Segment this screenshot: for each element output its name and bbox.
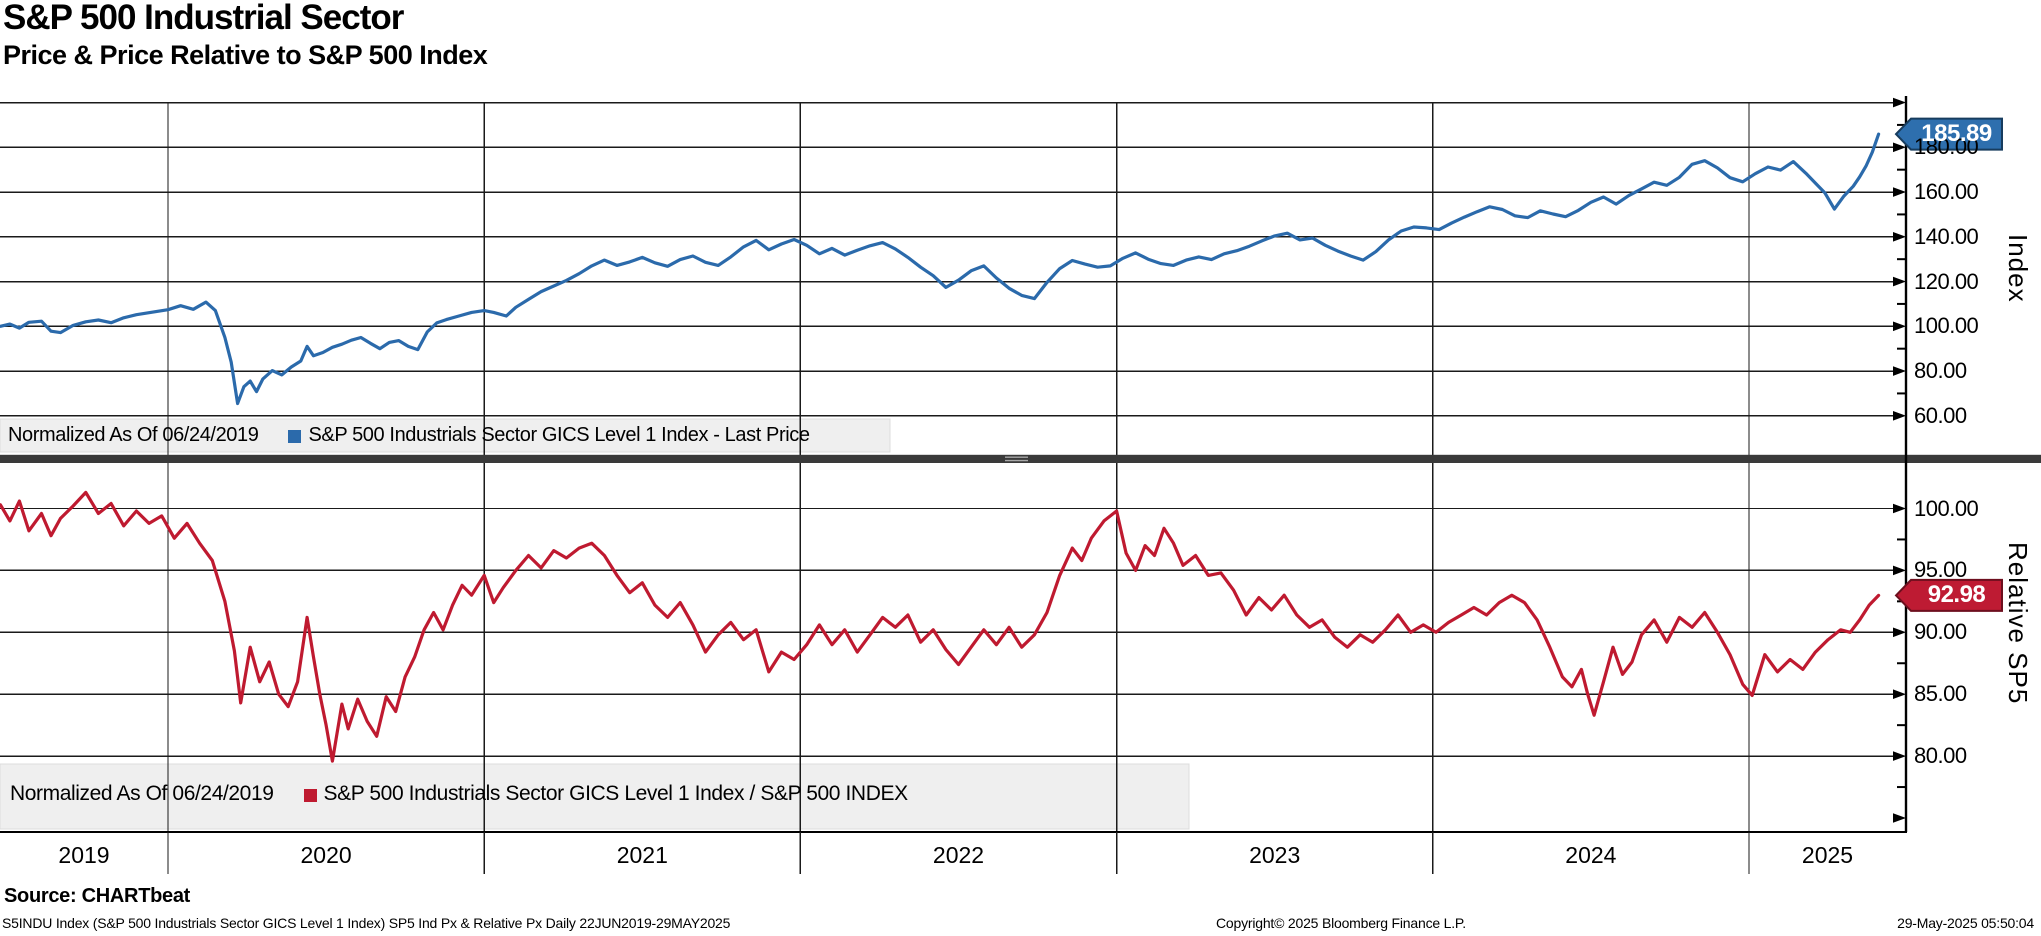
y-tick-label: 100.00 <box>1914 313 1979 339</box>
y-tick-label: 80.00 <box>1914 743 1967 769</box>
page-subtitle: Price & Price Relative to S&P 500 Index <box>3 40 488 70</box>
tick-arrow-icon <box>1893 411 1906 421</box>
x-axis-year-label: 2025 <box>1801 842 1854 868</box>
legend-index: Normalized As Of 06/24/2019 S&P 500 Indu… <box>8 419 888 452</box>
tick-arrow-icon <box>1893 142 1906 153</box>
tick-arrow-icon <box>1893 751 1906 761</box>
disclaimer-text: S5INDU Index (S&P 500 Industrials Sector… <box>2 915 731 931</box>
y-tick-label: 95.00 <box>1914 557 1967 583</box>
y-tick-label: 180.00 <box>1914 134 1979 160</box>
tick-arrow-icon <box>1893 627 1906 638</box>
tick-arrow-icon <box>1893 232 1906 242</box>
y-tick-label: 60.00 <box>1914 402 1967 428</box>
last-price-badge-index-price <box>1894 117 2003 151</box>
y-tick-label: 100.00 <box>1914 495 1979 521</box>
page-title: S&P 500 Industrial Sector <box>3 0 404 37</box>
price-line-relative-price <box>0 490 1881 763</box>
y-tick-label: 90.00 <box>1914 619 1967 645</box>
source-line: Source: CHARTbeat <box>4 885 191 907</box>
legend-strip <box>0 763 1190 830</box>
tick-arrow-icon <box>1893 813 1906 823</box>
legend-series-label: S&P 500 Industrials Sector GICS Level 1 … <box>308 424 810 446</box>
last-price-value-index-price: 185.89 <box>1921 120 1992 148</box>
legend-swatch-blue-icon <box>288 430 302 443</box>
legend-normalized-label: Normalized As Of 06/24/2019 <box>8 424 259 446</box>
legend-series-label: S&P 500 Industrials Sector GICS Level 1 … <box>323 782 909 805</box>
tick-arrow-icon <box>1893 97 1906 108</box>
price-line-index-price <box>0 132 1881 406</box>
tick-arrow-icon <box>1893 565 1906 576</box>
tick-arrow-icon <box>1893 366 1906 376</box>
y-axis-title-relative: Relative SP5 <box>2003 542 2033 705</box>
legend-swatch-red-icon <box>303 788 317 802</box>
tick-arrow-icon <box>1893 276 1906 287</box>
x-axis-year-label: 2023 <box>1249 842 1301 868</box>
tick-arrow-icon <box>1893 503 1906 514</box>
timestamp: 29-May-2025 05:50:04 <box>1897 915 2034 931</box>
x-axis-year-label: 2020 <box>300 842 352 868</box>
panel-separator[interactable] <box>0 454 2041 463</box>
legend-normalized-label: Normalized As Of 06/24/2019 <box>10 782 274 805</box>
x-axis-year-label: 2019 <box>58 842 110 868</box>
tick-arrow-icon <box>1893 321 1906 332</box>
copyright-text: Copyright© 2025 Bloomberg Finance L.P. <box>1216 915 1466 931</box>
x-axis-year-label: 2022 <box>932 842 985 868</box>
last-price-badge-relative-price <box>1894 578 2003 612</box>
legend-relative: Normalized As Of 06/24/2019 S&P 500 Indu… <box>10 764 1185 824</box>
y-tick-label: 85.00 <box>1914 681 1967 707</box>
tick-arrow-icon <box>1893 187 1906 197</box>
y-tick-label: 160.00 <box>1914 179 1979 205</box>
tick-arrow-icon <box>1893 689 1906 699</box>
legend-strip <box>0 418 891 453</box>
y-tick-label: 140.00 <box>1914 223 1979 249</box>
y-tick-label: 120.00 <box>1914 268 1979 294</box>
y-axis-title-index: Index <box>2003 234 2033 303</box>
x-axis-year-label: 2024 <box>1565 842 1617 868</box>
x-axis-year-label: 2021 <box>616 842 668 868</box>
y-tick-label: 80.00 <box>1914 358 1967 384</box>
last-price-value-relative-price: 92.98 <box>1927 581 1986 609</box>
